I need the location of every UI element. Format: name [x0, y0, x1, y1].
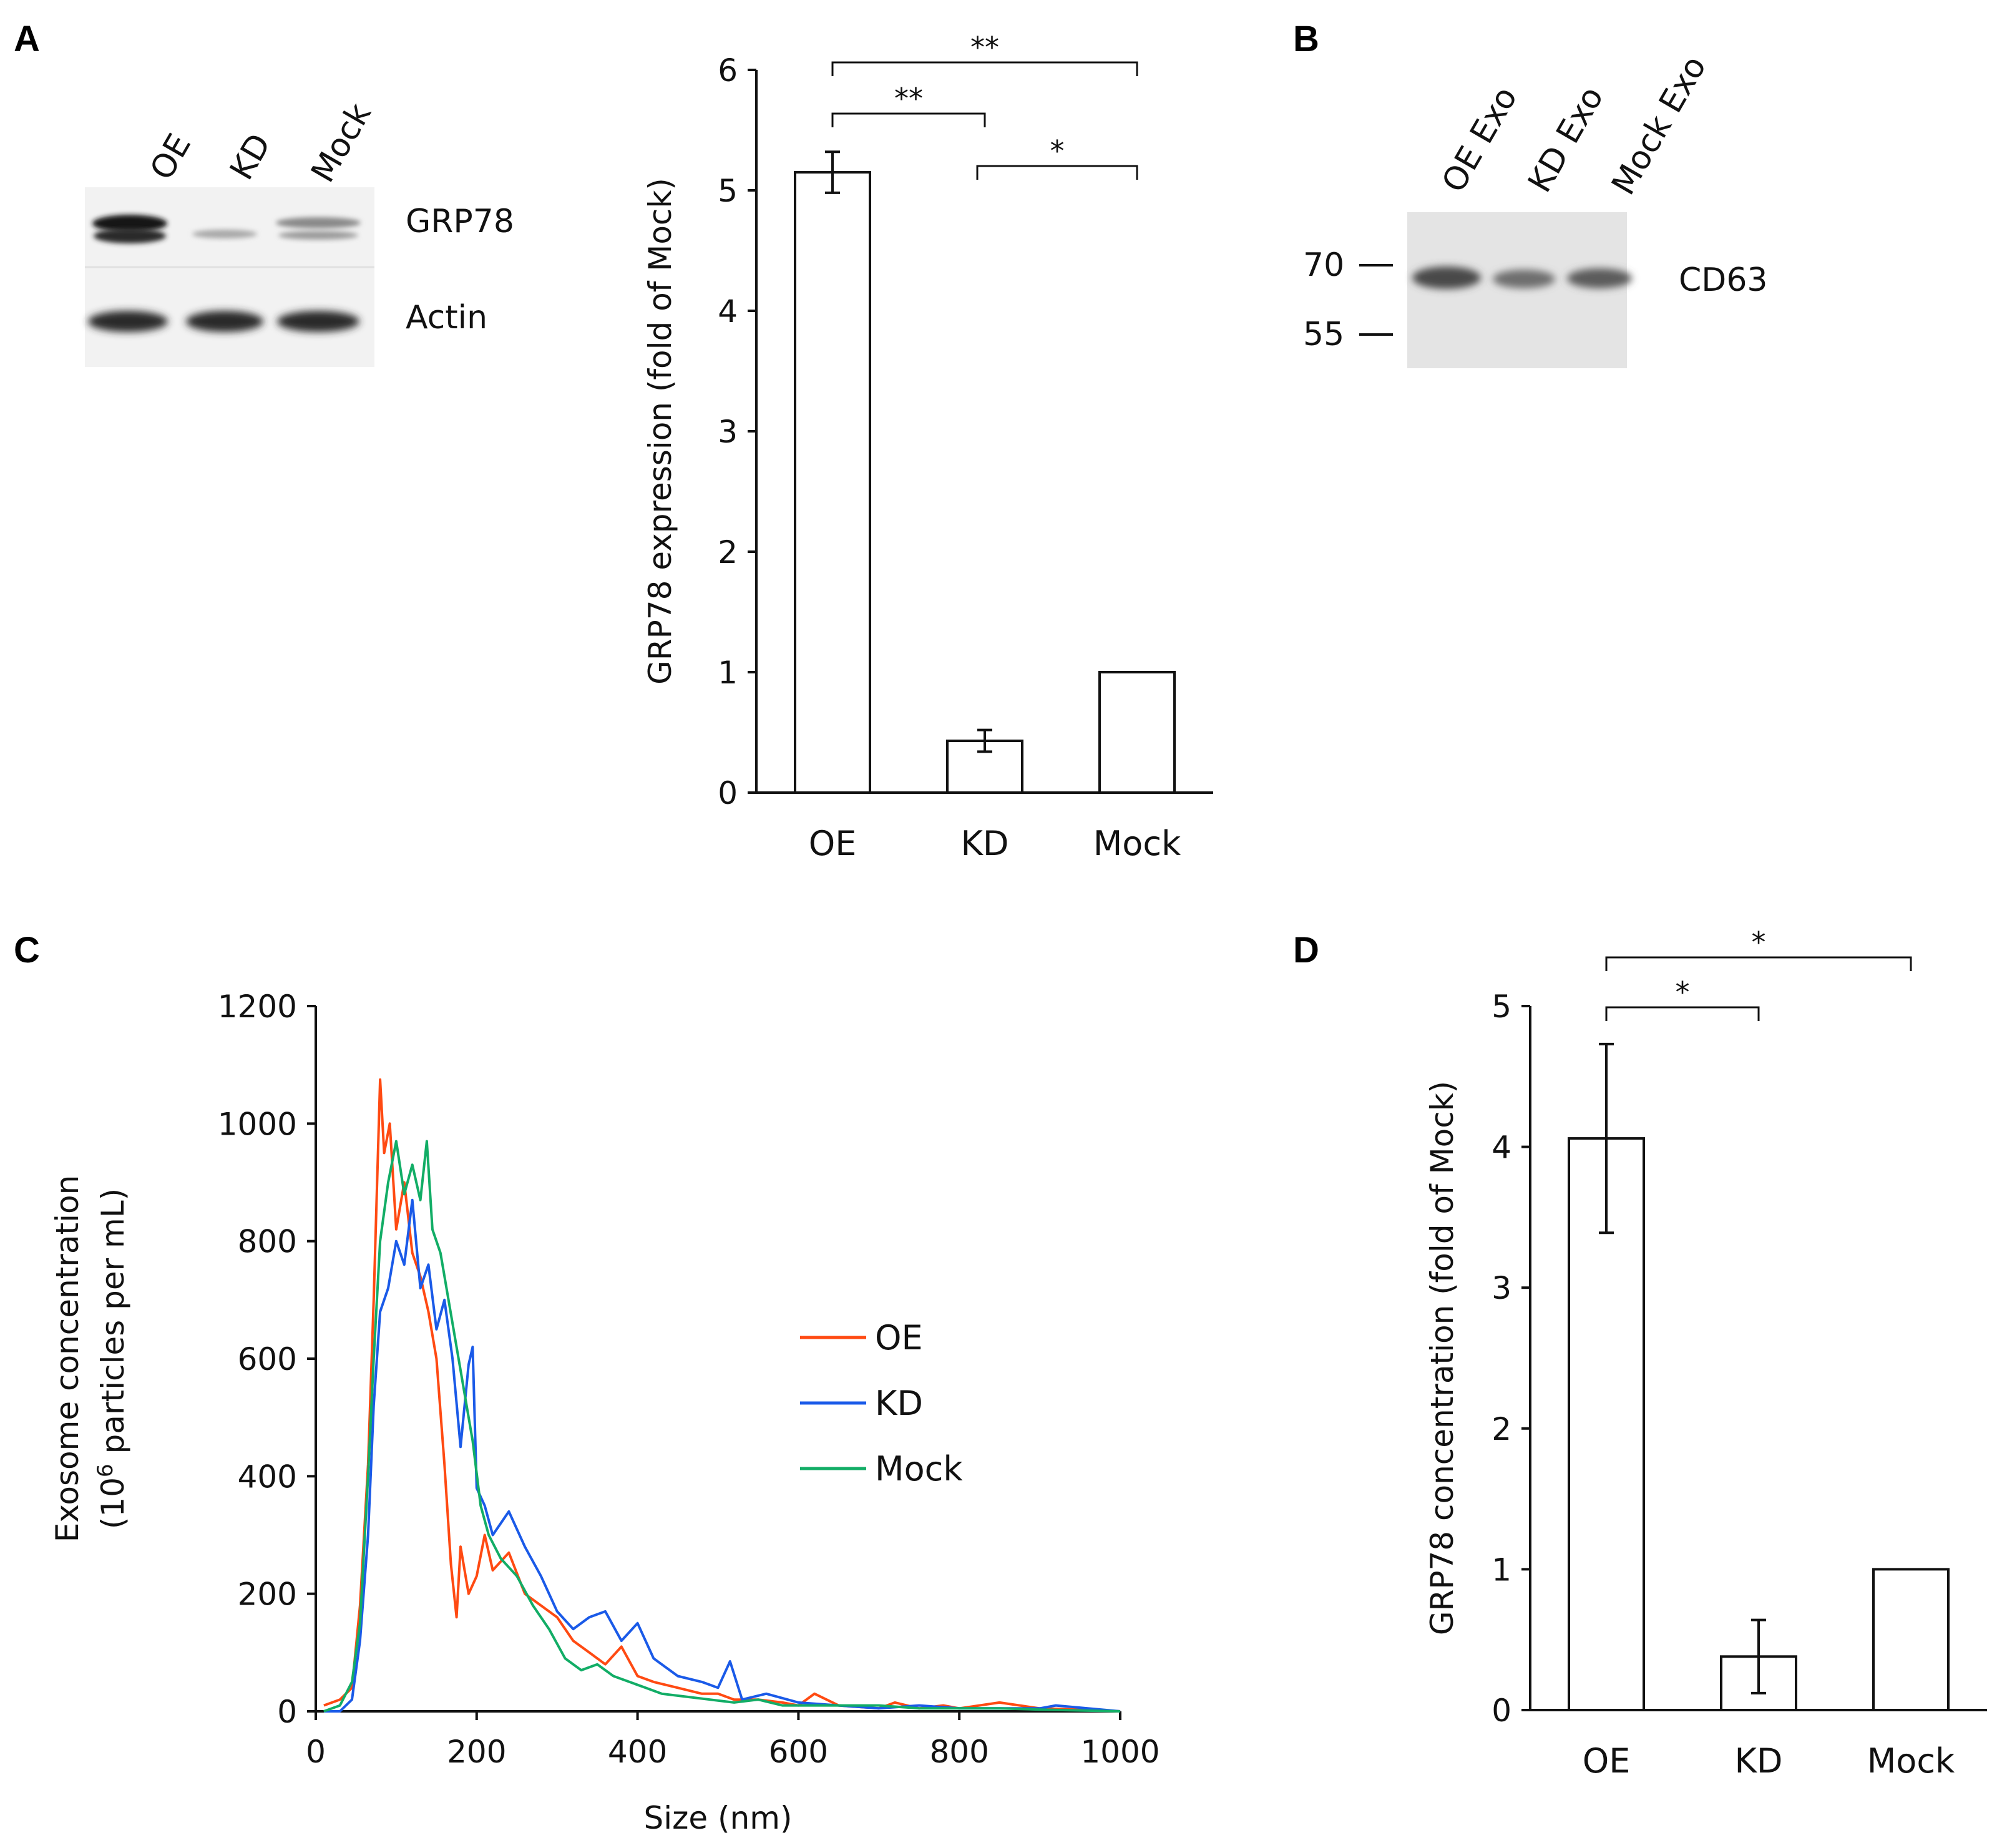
- y-axis-title: GRP78 expression (fold of Mock): [642, 178, 678, 685]
- legend-label-oe: OE: [875, 1318, 923, 1357]
- significance-bracket: [831, 112, 986, 127]
- bar-mock: [1098, 671, 1176, 794]
- significance-bracket: [831, 61, 1138, 76]
- y-tick-label: 0: [277, 1694, 297, 1730]
- panel-letter-c: C: [14, 930, 40, 970]
- band-label-cd63: CD63: [1679, 262, 1768, 299]
- lane-label-kd: KD: [223, 127, 278, 186]
- band-cd63-kd: [1493, 270, 1555, 288]
- band-label-grp78: GRP78: [406, 203, 514, 240]
- series-line-kd: [323, 1198, 1121, 1713]
- band-grp78-oe: [92, 215, 167, 232]
- x-category-label: KD: [961, 824, 1009, 863]
- y-axis-title: GRP78 concentration (fold of Mock): [1424, 1081, 1460, 1635]
- bar-mock: [1872, 1568, 1950, 1711]
- lane-label-oe-exo: OE Exo: [1435, 81, 1525, 198]
- significance-label: *: [1752, 926, 1766, 959]
- y-tick-label: 5: [718, 173, 738, 209]
- y-tick-label: 2: [718, 534, 738, 570]
- y-tick-label: 4: [1492, 1130, 1511, 1166]
- y-axis-title-line2: (106 particles per mL): [93, 1188, 131, 1529]
- band-grp78-kd: [192, 230, 257, 238]
- x-category-label: Mock: [1093, 824, 1181, 863]
- significance-label: *: [1050, 134, 1065, 168]
- line-chart-c: 0 200 400 600 800 1000 1200 0 200 400 600 800 1000 Si…: [49, 989, 1160, 1836]
- significance-label: *: [1676, 975, 1690, 1009]
- y-tick-label: 2: [1492, 1411, 1511, 1447]
- significance-bracket: [1605, 1006, 1760, 1021]
- y-tick-label: 200: [238, 1577, 297, 1613]
- bar-chart-a: 0 1 2 3 4 5 6 OE KD Mock GRP78 expression (fold of…: [642, 31, 1213, 863]
- x-tick-label: 600: [769, 1734, 828, 1770]
- band-actin-oe: [88, 311, 168, 332]
- x-tick-label: 400: [608, 1734, 667, 1770]
- band-grp78-mock: [276, 217, 361, 228]
- series-line-oe: [323, 1078, 1121, 1713]
- y-tick-label: 1: [1492, 1552, 1511, 1588]
- lane-label-mock-exo: Mock Exo: [1604, 50, 1714, 202]
- band-cd63-oe: [1412, 266, 1481, 289]
- blot-b: OE Exo KD Exo Mock Exo 70 55 CD63: [1303, 50, 1768, 368]
- band-actin-kd: [186, 311, 263, 332]
- x-tick-label: 1000: [1080, 1734, 1160, 1770]
- lane-label-mock: Mock: [304, 97, 379, 188]
- y-tick-label: 5: [1492, 989, 1511, 1025]
- y-tick-label: 600: [238, 1341, 297, 1377]
- band-label-actin: Actin: [406, 299, 487, 336]
- blot-membrane: [85, 187, 374, 367]
- blot-membrane-b: [1407, 212, 1627, 368]
- y-tick-label: 1000: [218, 1106, 297, 1142]
- y-tick-label: 3: [1492, 1270, 1511, 1306]
- y-tick-label: 0: [1492, 1693, 1511, 1729]
- panel-letter-a: A: [14, 19, 40, 59]
- band-actin-mock: [277, 311, 359, 332]
- y-tick-label: 1200: [218, 989, 297, 1025]
- x-axis-title: Size (nm): [644, 1800, 793, 1836]
- panel-letter-b: B: [1293, 19, 1319, 59]
- panel-letter-d: D: [1293, 930, 1319, 970]
- x-category-label: OE: [1583, 1741, 1631, 1781]
- y-tick-label: 4: [718, 293, 738, 330]
- bar-oe: [794, 171, 871, 794]
- significance-label: **: [894, 82, 923, 115]
- y-tick-label: 800: [238, 1224, 297, 1260]
- y-tick-label: 6: [718, 52, 738, 89]
- blot-a: OE KD Mock GRP78 Actin: [85, 97, 514, 367]
- significance-bracket: [1605, 956, 1912, 971]
- band-cd63-mock: [1567, 268, 1632, 288]
- x-tick-label: 800: [929, 1734, 989, 1770]
- series-line-mock: [323, 1140, 1121, 1713]
- y-tick-label: 1: [718, 655, 738, 691]
- x-category-label: KD: [1735, 1741, 1783, 1781]
- significance-label: **: [970, 31, 999, 64]
- lane-label-kd-exo: KD Exo: [1521, 81, 1611, 199]
- legend-label-mock: Mock: [875, 1449, 963, 1489]
- lane-label-oe: OE: [143, 128, 198, 187]
- y-tick-label: 3: [718, 414, 738, 450]
- bar-chart-d: 0 1 2 3 4 5 OE KD Mock GRP78 concentration (fold …: [1424, 926, 1987, 1781]
- legend-label-kd: KD: [875, 1384, 923, 1423]
- marker-70: 70: [1303, 247, 1344, 284]
- x-tick-label: 200: [447, 1734, 506, 1770]
- y-tick-label: 0: [718, 775, 738, 811]
- x-tick-label: 0: [306, 1734, 326, 1770]
- y-axis-title-line1: Exosome concentration: [49, 1175, 85, 1543]
- y-tick-label: 400: [238, 1459, 297, 1495]
- significance-bracket: [976, 165, 1138, 180]
- x-category-label: OE: [809, 824, 857, 863]
- marker-55: 55: [1303, 316, 1344, 353]
- x-category-label: Mock: [1867, 1741, 1955, 1781]
